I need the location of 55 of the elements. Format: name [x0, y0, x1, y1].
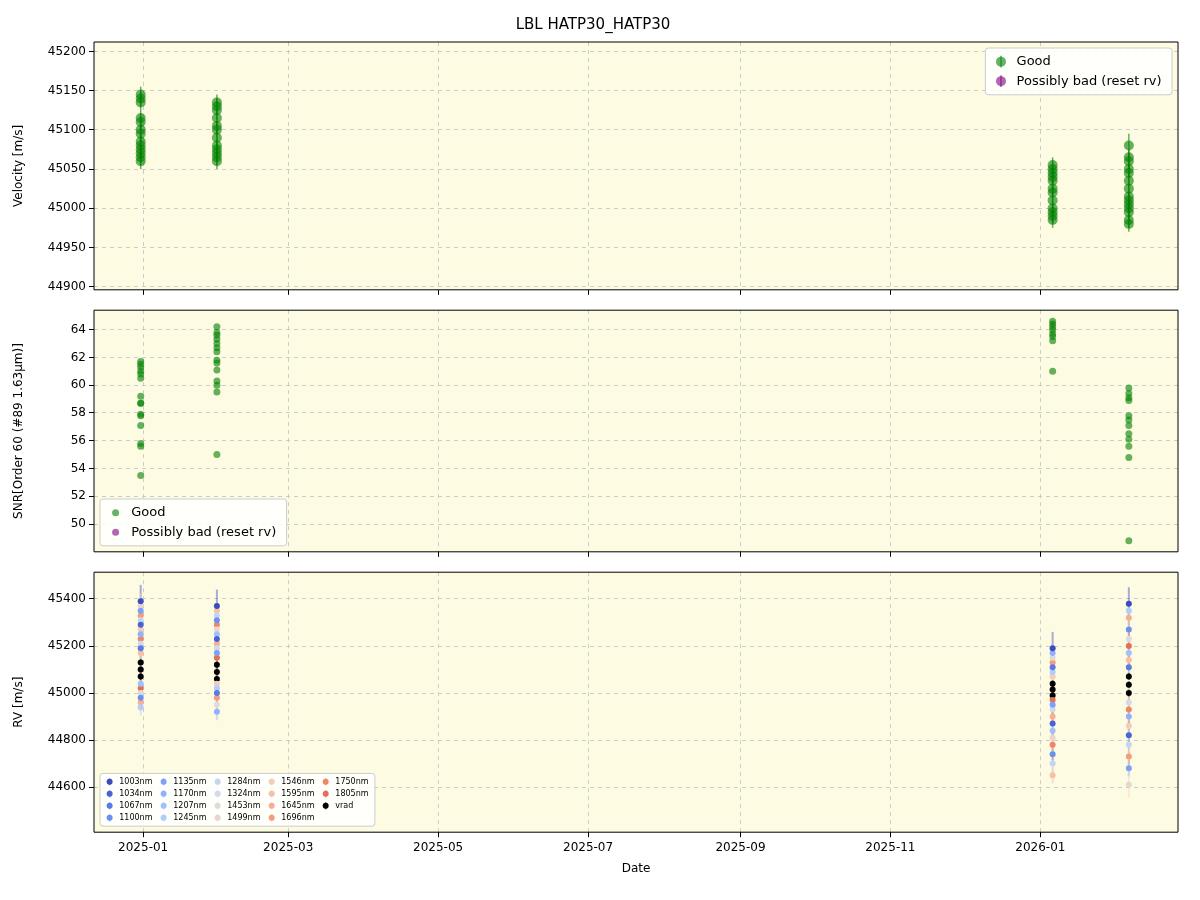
y-tick-label: 44950 [47, 239, 86, 254]
x-tick-label: 2025-03 [263, 839, 314, 854]
y-axis-title: Velocity [m/s] [11, 124, 26, 208]
x-tick-label: 2025-01 [118, 839, 169, 854]
y-axis-title: SNR[Order 60 (#89 1.63μm)] [11, 343, 26, 519]
y-tick-label: 45400 [47, 591, 86, 606]
legend-label: 1453nm [227, 800, 261, 810]
y-tick-label: 45050 [47, 161, 86, 176]
legend-label: 1100nm [119, 812, 153, 822]
x-tick-label: 2025-11 [865, 839, 916, 854]
x-tick-label: 2025-05 [413, 839, 464, 854]
x-axis-title: Date [621, 860, 651, 875]
x-tick-label: 2026-01 [1015, 839, 1066, 854]
legend-label: 1750nm [335, 776, 369, 786]
legend-label: Good [1016, 53, 1051, 69]
legend-label: 1499nm [227, 812, 261, 822]
legend-label: 1034nm [119, 788, 153, 798]
y-tick-label: 44600 [47, 779, 86, 794]
legend-label: Possibly bad (reset rv) [1016, 72, 1162, 88]
y-tick-label: 62 [70, 349, 86, 364]
legend-label: 1645nm [281, 800, 315, 810]
legend-label: 1245nm [173, 812, 207, 822]
y-tick-label: 58 [70, 405, 86, 420]
y-tick-label: 50 [70, 516, 86, 531]
y-tick-label: 54 [70, 460, 86, 475]
legend-label: 1805nm [335, 788, 369, 798]
y-tick-label: 44800 [47, 732, 86, 747]
y-tick-label: 45150 [47, 82, 86, 97]
legend-label: 1003nm [119, 776, 153, 786]
legend-label: 1696nm [281, 812, 315, 822]
legend-label: vrad [335, 800, 354, 810]
legend-label: Good [131, 504, 166, 520]
y-tick-label: 45100 [47, 121, 86, 136]
legend-label: 1207nm [173, 800, 207, 810]
legend-label: 1284nm [227, 776, 261, 786]
y-tick-label: 45200 [47, 43, 86, 58]
y-tick-label: 64 [70, 321, 86, 336]
legend-label: 1067nm [119, 800, 153, 810]
y-tick-label: 45000 [47, 200, 86, 215]
y-tick-label: 44900 [47, 278, 86, 293]
legend-label: 1170nm [173, 788, 207, 798]
y-tick-label: 56 [70, 432, 86, 447]
legend-label: 1595nm [281, 788, 315, 798]
y-axis-title: RV [m/s] [11, 676, 26, 728]
y-tick-label: 45200 [47, 638, 86, 653]
legend-label: 1546nm [281, 776, 315, 786]
y-tick-label: 60 [70, 377, 86, 392]
chart-title: LBL HATP30_HATP30 [515, 14, 671, 34]
y-tick-label: 45000 [47, 685, 86, 700]
legend-label: 1135nm [173, 776, 207, 786]
x-tick-label: 2025-09 [715, 839, 766, 854]
x-tick-label: 2025-07 [563, 839, 614, 854]
legend-label: Possibly bad (reset rv) [131, 523, 277, 539]
legend-label: 1324nm [227, 788, 261, 798]
y-tick-label: 52 [70, 488, 86, 503]
